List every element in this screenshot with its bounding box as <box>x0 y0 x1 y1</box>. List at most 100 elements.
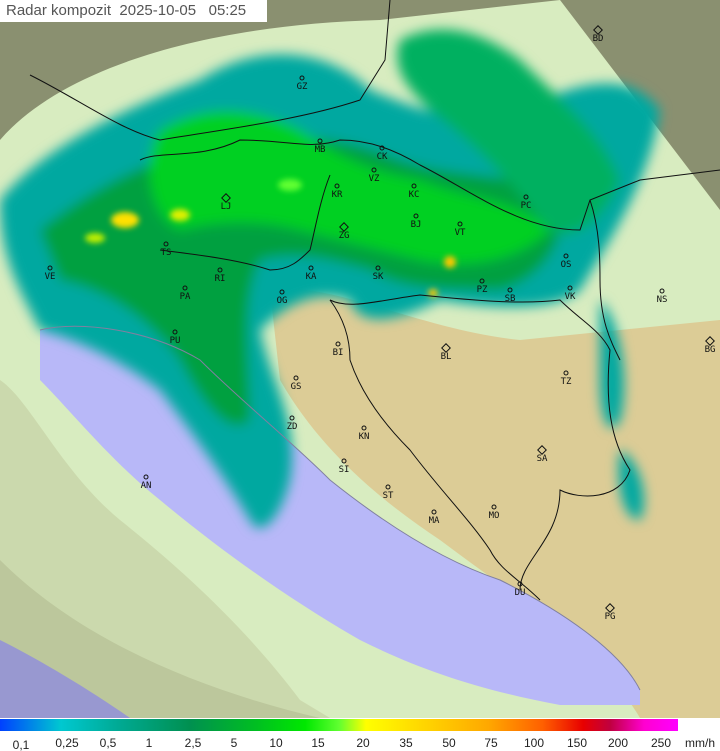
city-label-kc: KC <box>408 190 420 200</box>
city-marker-og <box>279 289 285 295</box>
precipitation-scale-bar <box>0 719 678 731</box>
city-marker-ck <box>379 145 385 151</box>
city-label-ck: CK <box>376 152 388 162</box>
city-marker-pa <box>182 285 188 291</box>
city-label-bd: BD <box>592 34 604 44</box>
city-label-og: OG <box>276 296 288 306</box>
city-label-ka: KA <box>305 272 317 282</box>
legend-label: 10 <box>269 736 283 750</box>
legend-label: 250 <box>650 736 672 750</box>
city-label-ve: VE <box>44 272 56 282</box>
city-marker-pz <box>479 278 485 284</box>
city-label-bj: BJ <box>410 220 422 230</box>
italy-land <box>0 380 330 718</box>
precipitation <box>0 29 660 528</box>
city-marker-kn <box>361 425 367 431</box>
city-label-si: SI <box>338 465 350 475</box>
city-label-lj: LJ <box>220 202 232 212</box>
city-label-sk: SK <box>372 272 384 282</box>
city-label-bl: BL <box>440 352 452 362</box>
city-label-sb: SB <box>504 294 516 304</box>
city-marker-ka <box>308 265 314 271</box>
city-label-vt: VT <box>454 228 466 238</box>
legend-label: 100 <box>523 736 545 750</box>
city-label-pz: PZ <box>476 285 488 295</box>
city-label-mb: MB <box>314 145 326 155</box>
borders <box>29 0 720 601</box>
legend-label: 15 <box>311 736 325 750</box>
legend-label: 150 <box>566 736 588 750</box>
city-marker-vk <box>567 285 573 291</box>
city-label-mo: MO <box>488 511 500 521</box>
city-marker-bj <box>413 213 419 219</box>
legend-label: 20 <box>356 736 370 750</box>
city-label-bg: BG <box>704 345 716 355</box>
city-marker-ve <box>47 265 53 271</box>
city-label-vz: VZ <box>368 174 380 184</box>
city-label-pa: PA <box>179 292 191 302</box>
city-label-gz: GZ <box>296 82 308 92</box>
city-marker-kr <box>334 183 340 189</box>
legend-label: 50 <box>442 736 456 750</box>
city-marker-zd <box>289 415 295 421</box>
city-label-gs: GS <box>290 382 302 392</box>
city-marker-an <box>143 474 149 480</box>
city-label-os: OS <box>560 260 572 270</box>
city-marker-mo <box>491 504 497 510</box>
heavy-rain-cores <box>85 179 456 297</box>
city-marker-si <box>341 458 347 464</box>
city-marker-du <box>517 581 523 587</box>
city-marker-gz <box>299 75 305 81</box>
city-label-pc: PC <box>520 201 532 211</box>
legend-label: 0,5 <box>99 736 117 750</box>
city-marker-vt <box>457 221 463 227</box>
legend-label: 75 <box>484 736 498 750</box>
city-marker-os <box>563 253 569 259</box>
city-label-st: ST <box>382 491 394 501</box>
city-marker-sk <box>375 265 381 271</box>
city-marker-sb <box>507 287 513 293</box>
city-label-ma: MA <box>428 516 440 526</box>
radar-map[interactable] <box>0 0 720 718</box>
legend-label: 2,5 <box>184 736 202 750</box>
city-label-ns: NS <box>656 295 668 305</box>
city-marker-ri <box>217 267 223 273</box>
city-marker-pc <box>523 194 529 200</box>
city-marker-bi <box>335 341 341 347</box>
sea-south <box>0 640 130 718</box>
city-label-ri: RI <box>214 274 226 284</box>
city-label-pu: PU <box>169 336 181 346</box>
city-marker-st <box>385 484 391 490</box>
city-marker-ns <box>659 288 665 294</box>
legend-label: 0,25 <box>55 736 79 750</box>
legend-label: 1 <box>145 736 153 750</box>
legend-unit: mm/h <box>685 736 715 750</box>
coastline <box>39 325 641 691</box>
city-label-tz: TZ <box>560 377 572 387</box>
city-label-du: DU <box>514 588 526 598</box>
city-marker-pu <box>172 329 178 335</box>
city-label-kr: KR <box>331 190 343 200</box>
legend-label: 35 <box>399 736 413 750</box>
city-label-zg: ZG <box>338 231 350 241</box>
radar-title: Radar kompozit 2025-10-05 05:25 <box>0 0 267 22</box>
city-marker-tz <box>563 370 569 376</box>
city-marker-ts <box>163 241 169 247</box>
city-marker-vz <box>371 167 377 173</box>
legend-label: 200 <box>607 736 629 750</box>
city-label-bi: BI <box>332 348 344 358</box>
city-marker-mb <box>317 138 323 144</box>
city-label-ts: TS <box>160 248 172 258</box>
legend-label: 5 <box>230 736 238 750</box>
city-marker-ma <box>431 509 437 515</box>
city-label-zd: ZD <box>286 422 298 432</box>
city-label-pg: PG <box>604 612 616 622</box>
city-label-kn: KN <box>358 432 370 442</box>
city-marker-kc <box>411 183 417 189</box>
legend-label: 0,1 <box>12 738 30 751</box>
city-marker-gs <box>293 375 299 381</box>
city-label-an: AN <box>140 481 152 491</box>
city-label-sa: SA <box>536 454 548 464</box>
city-label-vk: VK <box>564 292 576 302</box>
